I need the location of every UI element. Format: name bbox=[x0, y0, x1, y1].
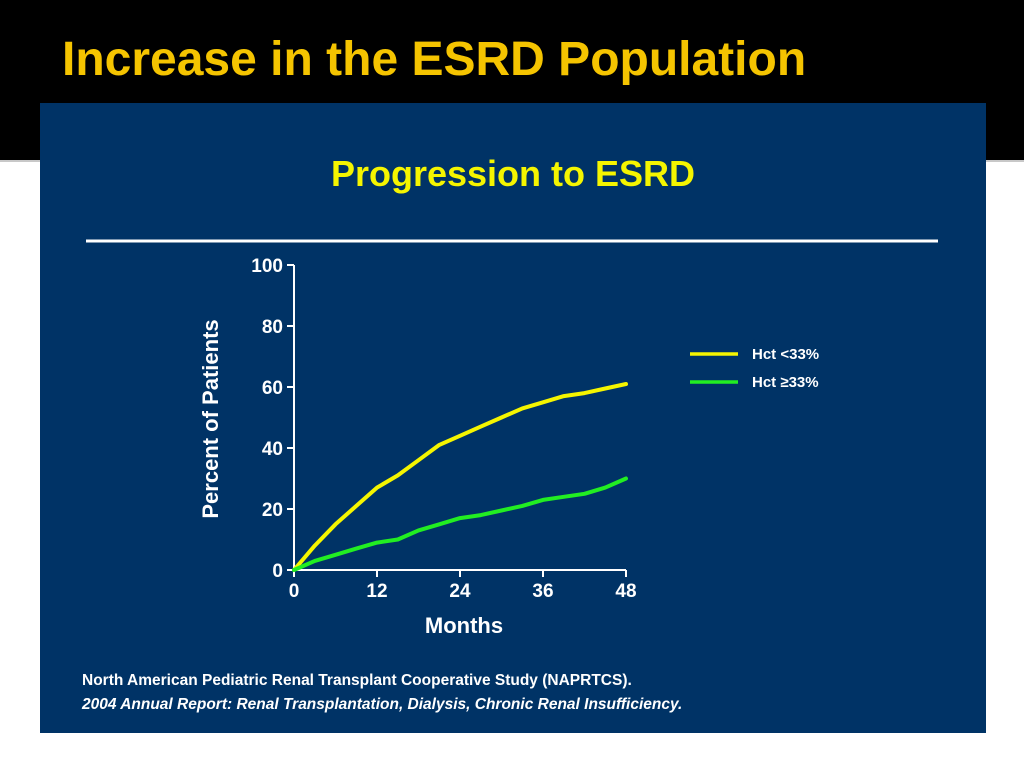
y-tick-label: 80 bbox=[262, 317, 283, 338]
y-tick-label: 40 bbox=[262, 439, 283, 460]
series-line-hct-low bbox=[292, 382, 628, 572]
x-tick-label: 48 bbox=[615, 581, 636, 602]
legend-label-hct-high: Hct ≥33% bbox=[752, 374, 819, 391]
y-axis-title: Percent of Patients bbox=[198, 319, 223, 518]
source-citation-line2: 2004 Annual Report: Renal Transplantatio… bbox=[81, 696, 682, 713]
y-tick-label: 20 bbox=[262, 500, 283, 521]
series-line-hct-high bbox=[292, 476, 628, 572]
y-tick-label: 60 bbox=[262, 378, 283, 399]
chart-title: Progression to ESRD bbox=[331, 153, 695, 194]
y-tick-label: 100 bbox=[251, 256, 283, 277]
progression-chart: Progression to ESRD 0 20 40 60 80 100 0 12 24 36 4… bbox=[81, 153, 938, 713]
x-tick-label: 12 bbox=[366, 581, 387, 602]
x-axis-title: Months bbox=[425, 613, 503, 638]
chart-figure-panel: Progression to ESRD 0 20 40 60 80 100 0 12 24 36 4… bbox=[40, 103, 986, 733]
y-tick-label: 0 bbox=[272, 561, 283, 582]
x-tick-label: 0 bbox=[289, 581, 300, 602]
plot-area: 0 20 40 60 80 100 0 12 24 36 48 bbox=[251, 256, 636, 602]
slide-title: Increase in the ESRD Population bbox=[62, 33, 807, 86]
legend-label-hct-low: Hct <33% bbox=[752, 346, 819, 363]
x-tick-label: 36 bbox=[532, 581, 553, 602]
source-citation-line1: North American Pediatric Renal Transplan… bbox=[82, 672, 632, 689]
legend: Hct <33% Hct ≥33% bbox=[690, 346, 819, 391]
x-tick-label: 24 bbox=[449, 581, 471, 602]
